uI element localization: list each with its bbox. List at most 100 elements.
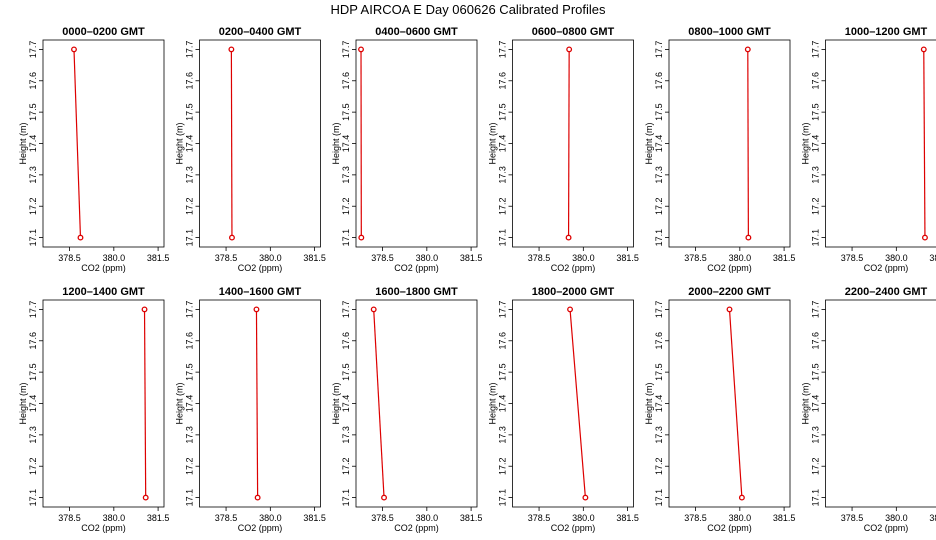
x-tick-label: 380.0 bbox=[259, 253, 282, 263]
panel-1: 0000–0200 GMT 378.5 380.0 381.5 CO2 (ppm) 17.… bbox=[18, 26, 169, 273]
y-tick-label: 17.6 bbox=[185, 332, 195, 350]
panel-6: 1000–1200 GMT 378.5 380.0 381.5 CO2 (ppm) 17.… bbox=[801, 26, 936, 273]
panel-7: 1200–1400 GMT 378.5 380.0 381.5 CO2 (ppm) 17.… bbox=[18, 286, 169, 533]
x-axis-label: CO2 (ppm) bbox=[238, 263, 283, 273]
profile-point bbox=[358, 234, 365, 241]
y-tick-label: 17.5 bbox=[185, 363, 195, 381]
y-tick-label: 17.4 bbox=[654, 135, 664, 153]
profile-point bbox=[77, 234, 84, 241]
panel-title: 0200–0400 GMT bbox=[219, 26, 302, 38]
x-tick-label: 381.5 bbox=[147, 513, 170, 523]
y-tick-label: 17.3 bbox=[498, 166, 508, 184]
y-tick-label: 17.4 bbox=[654, 395, 664, 413]
x-tick-label: 381.5 bbox=[303, 513, 326, 523]
y-tick-label: 17.6 bbox=[28, 332, 38, 350]
y-tick-label: 17.3 bbox=[811, 426, 821, 444]
plot-frame bbox=[42, 39, 165, 248]
profile-point bbox=[370, 306, 377, 313]
y-tick-label: 17.6 bbox=[498, 72, 508, 90]
y-tick-label: 17.3 bbox=[654, 166, 664, 184]
x-tick-label: 378.5 bbox=[58, 253, 81, 263]
y-tick-label: 17.2 bbox=[28, 457, 38, 475]
y-tick-label: 17.2 bbox=[341, 457, 351, 475]
x-tick-label: 378.5 bbox=[528, 513, 551, 523]
x-tick-label: 378.5 bbox=[528, 253, 551, 263]
y-tick-label: 17.7 bbox=[341, 41, 351, 59]
y-tick-label: 17.3 bbox=[185, 426, 195, 444]
y-tick-label: 17.1 bbox=[811, 489, 821, 507]
panel-title: 1200–1400 GMT bbox=[62, 286, 145, 298]
y-tick-label: 17.6 bbox=[654, 332, 664, 350]
y-tick-label: 17.2 bbox=[498, 197, 508, 215]
y-tick-label: 17.4 bbox=[185, 135, 195, 153]
plot-frame bbox=[355, 39, 478, 248]
y-tick-label: 17.4 bbox=[28, 395, 38, 413]
x-tick-label: 381.5 bbox=[773, 513, 796, 523]
y-tick-label: 17.6 bbox=[498, 332, 508, 350]
y-tick-label: 17.2 bbox=[811, 457, 821, 475]
y-tick-label: 17.5 bbox=[341, 363, 351, 381]
y-tick-label: 17.4 bbox=[341, 395, 351, 413]
x-tick-label: 378.5 bbox=[215, 253, 238, 263]
panel-title: 1600–1800 GMT bbox=[375, 286, 458, 298]
profile-line bbox=[143, 309, 147, 498]
y-tick-label: 17.5 bbox=[28, 363, 38, 381]
y-tick-label: 17.3 bbox=[341, 166, 351, 184]
y-tick-label: 17.1 bbox=[28, 489, 38, 507]
profile-line bbox=[373, 309, 385, 498]
y-tick-label: 17.2 bbox=[498, 457, 508, 475]
y-axis-label: Height (m) bbox=[331, 122, 341, 164]
panel-10: 1800–2000 GMT 378.5 380.0 381.5 CO2 (ppm) 17.… bbox=[488, 286, 639, 533]
y-tick-label: 17.6 bbox=[185, 72, 195, 90]
profile-point bbox=[228, 46, 235, 53]
plot-frame bbox=[668, 39, 791, 248]
profile-point bbox=[229, 234, 235, 241]
y-tick-label: 17.7 bbox=[341, 301, 351, 319]
y-tick-label: 17.7 bbox=[498, 41, 508, 59]
y-tick-label: 17.7 bbox=[654, 301, 664, 319]
profile-point bbox=[142, 494, 149, 501]
y-tick-label: 17.5 bbox=[28, 103, 38, 121]
y-tick-label: 17.5 bbox=[654, 103, 664, 121]
x-tick-label: 380.0 bbox=[572, 513, 595, 523]
x-tick-label: 381.5 bbox=[929, 253, 936, 263]
y-tick-label: 17.6 bbox=[654, 72, 664, 90]
x-tick-label: 380.0 bbox=[103, 513, 126, 523]
x-tick-label: 380.0 bbox=[572, 253, 595, 263]
y-tick-label: 17.3 bbox=[28, 426, 38, 444]
plot-frame bbox=[825, 39, 936, 248]
y-tick-label: 17.5 bbox=[498, 103, 508, 121]
panel-title: 1800–2000 GMT bbox=[532, 286, 615, 298]
y-tick-label: 17.4 bbox=[28, 135, 38, 153]
y-tick-label: 17.3 bbox=[341, 426, 351, 444]
x-tick-label: 380.0 bbox=[416, 253, 439, 263]
y-tick-label: 17.3 bbox=[28, 166, 38, 184]
x-axis-label: CO2 (ppm) bbox=[864, 523, 909, 533]
panel-title: 1000–1200 GMT bbox=[845, 26, 928, 38]
y-axis-label: Height (m) bbox=[801, 122, 811, 164]
profile-point bbox=[253, 306, 260, 313]
x-tick-label: 380.0 bbox=[259, 513, 282, 523]
panel-12: 2200–2400 GMT 378.5 380.0 381.5 CO2 (ppm) 17.… bbox=[801, 286, 936, 533]
x-tick-label: 378.5 bbox=[684, 513, 707, 523]
plot-frame bbox=[355, 299, 478, 508]
panel-title: 0800–1000 GMT bbox=[688, 26, 771, 38]
y-tick-label: 17.7 bbox=[185, 41, 195, 59]
profile-point bbox=[582, 494, 589, 501]
y-tick-label: 17.7 bbox=[185, 301, 195, 319]
y-tick-label: 17.5 bbox=[341, 103, 351, 121]
x-axis-label: CO2 (ppm) bbox=[551, 523, 596, 533]
profile-line bbox=[255, 309, 259, 498]
y-axis-label: Height (m) bbox=[488, 382, 498, 424]
panel-title: 2000–2200 GMT bbox=[688, 286, 771, 298]
profile-line bbox=[73, 49, 82, 238]
y-tick-label: 17.7 bbox=[654, 41, 664, 59]
y-tick-label: 17.1 bbox=[498, 489, 508, 507]
y-tick-label: 17.6 bbox=[28, 72, 38, 90]
y-axis-label: Height (m) bbox=[488, 122, 498, 164]
x-tick-label: 381.5 bbox=[616, 513, 639, 523]
y-tick-label: 17.1 bbox=[28, 229, 38, 247]
y-tick-label: 17.2 bbox=[341, 197, 351, 215]
y-tick-label: 17.6 bbox=[811, 332, 821, 350]
y-tick-label: 17.5 bbox=[185, 103, 195, 121]
